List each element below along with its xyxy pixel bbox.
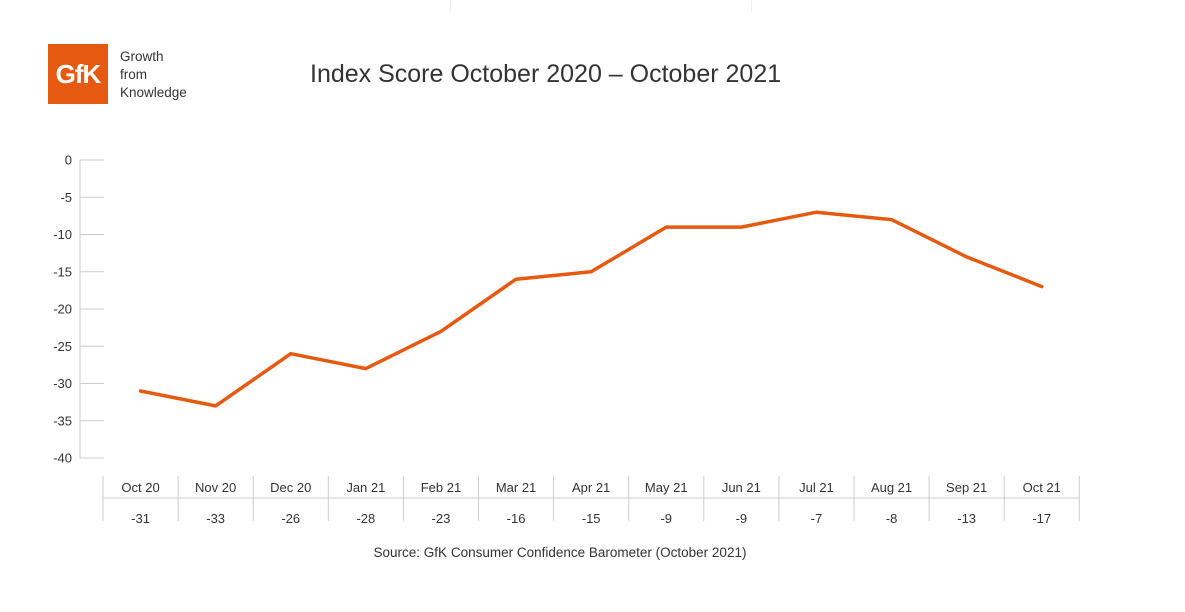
x-tick-label: Jul 21	[799, 480, 834, 495]
chart-title: Index Score October 2020 – October 2021	[310, 60, 782, 88]
data-point	[439, 329, 443, 333]
data-label: -13	[957, 511, 976, 526]
y-tick-label: -20	[53, 302, 72, 317]
x-tick-label: Sep 21	[946, 480, 987, 495]
y-tick-label: -40	[53, 451, 72, 466]
top-divider	[450, 0, 752, 12]
x-tick-label: May 21	[645, 480, 688, 495]
data-label: -33	[206, 511, 225, 526]
y-tick-label: -30	[53, 376, 72, 391]
data-label: -31	[131, 511, 150, 526]
data-point	[289, 352, 293, 356]
data-label: -16	[507, 511, 526, 526]
x-tick-label: Jan 21	[346, 480, 385, 495]
y-tick-label: -35	[53, 413, 72, 428]
x-tick-label: Dec 20	[270, 480, 311, 495]
data-point	[514, 277, 518, 281]
data-label: -15	[582, 511, 601, 526]
tagline-line: Growth	[120, 49, 164, 64]
data-label: -8	[886, 511, 898, 526]
y-tick-label: -25	[53, 339, 72, 354]
tagline-line: Knowledge	[120, 85, 187, 100]
data-label: -17	[1032, 511, 1051, 526]
data-point	[1040, 285, 1044, 289]
x-tick-label: Apr 21	[572, 480, 610, 495]
y-tick-label: -5	[60, 190, 72, 205]
y-tick-label: -10	[53, 227, 72, 242]
data-point	[664, 225, 668, 229]
tagline-line: from	[120, 67, 147, 82]
data-label: -23	[432, 511, 451, 526]
x-tick-label: Oct 20	[121, 480, 159, 495]
x-tick-label: Jun 21	[722, 480, 761, 495]
data-point	[739, 225, 743, 229]
data-point	[364, 367, 368, 371]
data-point	[965, 255, 969, 259]
gfk-logo: GfK	[48, 44, 108, 104]
x-tick-label: Oct 21	[1023, 480, 1061, 495]
data-point	[589, 270, 593, 274]
data-point	[890, 218, 894, 222]
data-point	[139, 389, 143, 393]
data-point	[214, 404, 218, 408]
data-point	[814, 210, 818, 214]
data-label: -9	[736, 511, 748, 526]
y-tick-label: -15	[53, 264, 72, 279]
chart-source: Source: GfK Consumer Confidence Baromete…	[373, 545, 747, 560]
data-label: -7	[811, 511, 823, 526]
x-tick-label: Mar 21	[496, 480, 536, 495]
x-tick-label: Aug 21	[871, 480, 912, 495]
data-label: -26	[281, 511, 300, 526]
data-label: -9	[660, 511, 672, 526]
data-label: -28	[356, 511, 375, 526]
x-tick-label: Feb 21	[421, 480, 461, 495]
brand-tagline: Growth from Knowledge	[120, 48, 187, 102]
series-line	[138, 210, 1044, 408]
y-tick-label: 0	[65, 153, 72, 168]
x-tick-label: Nov 20	[195, 480, 236, 495]
